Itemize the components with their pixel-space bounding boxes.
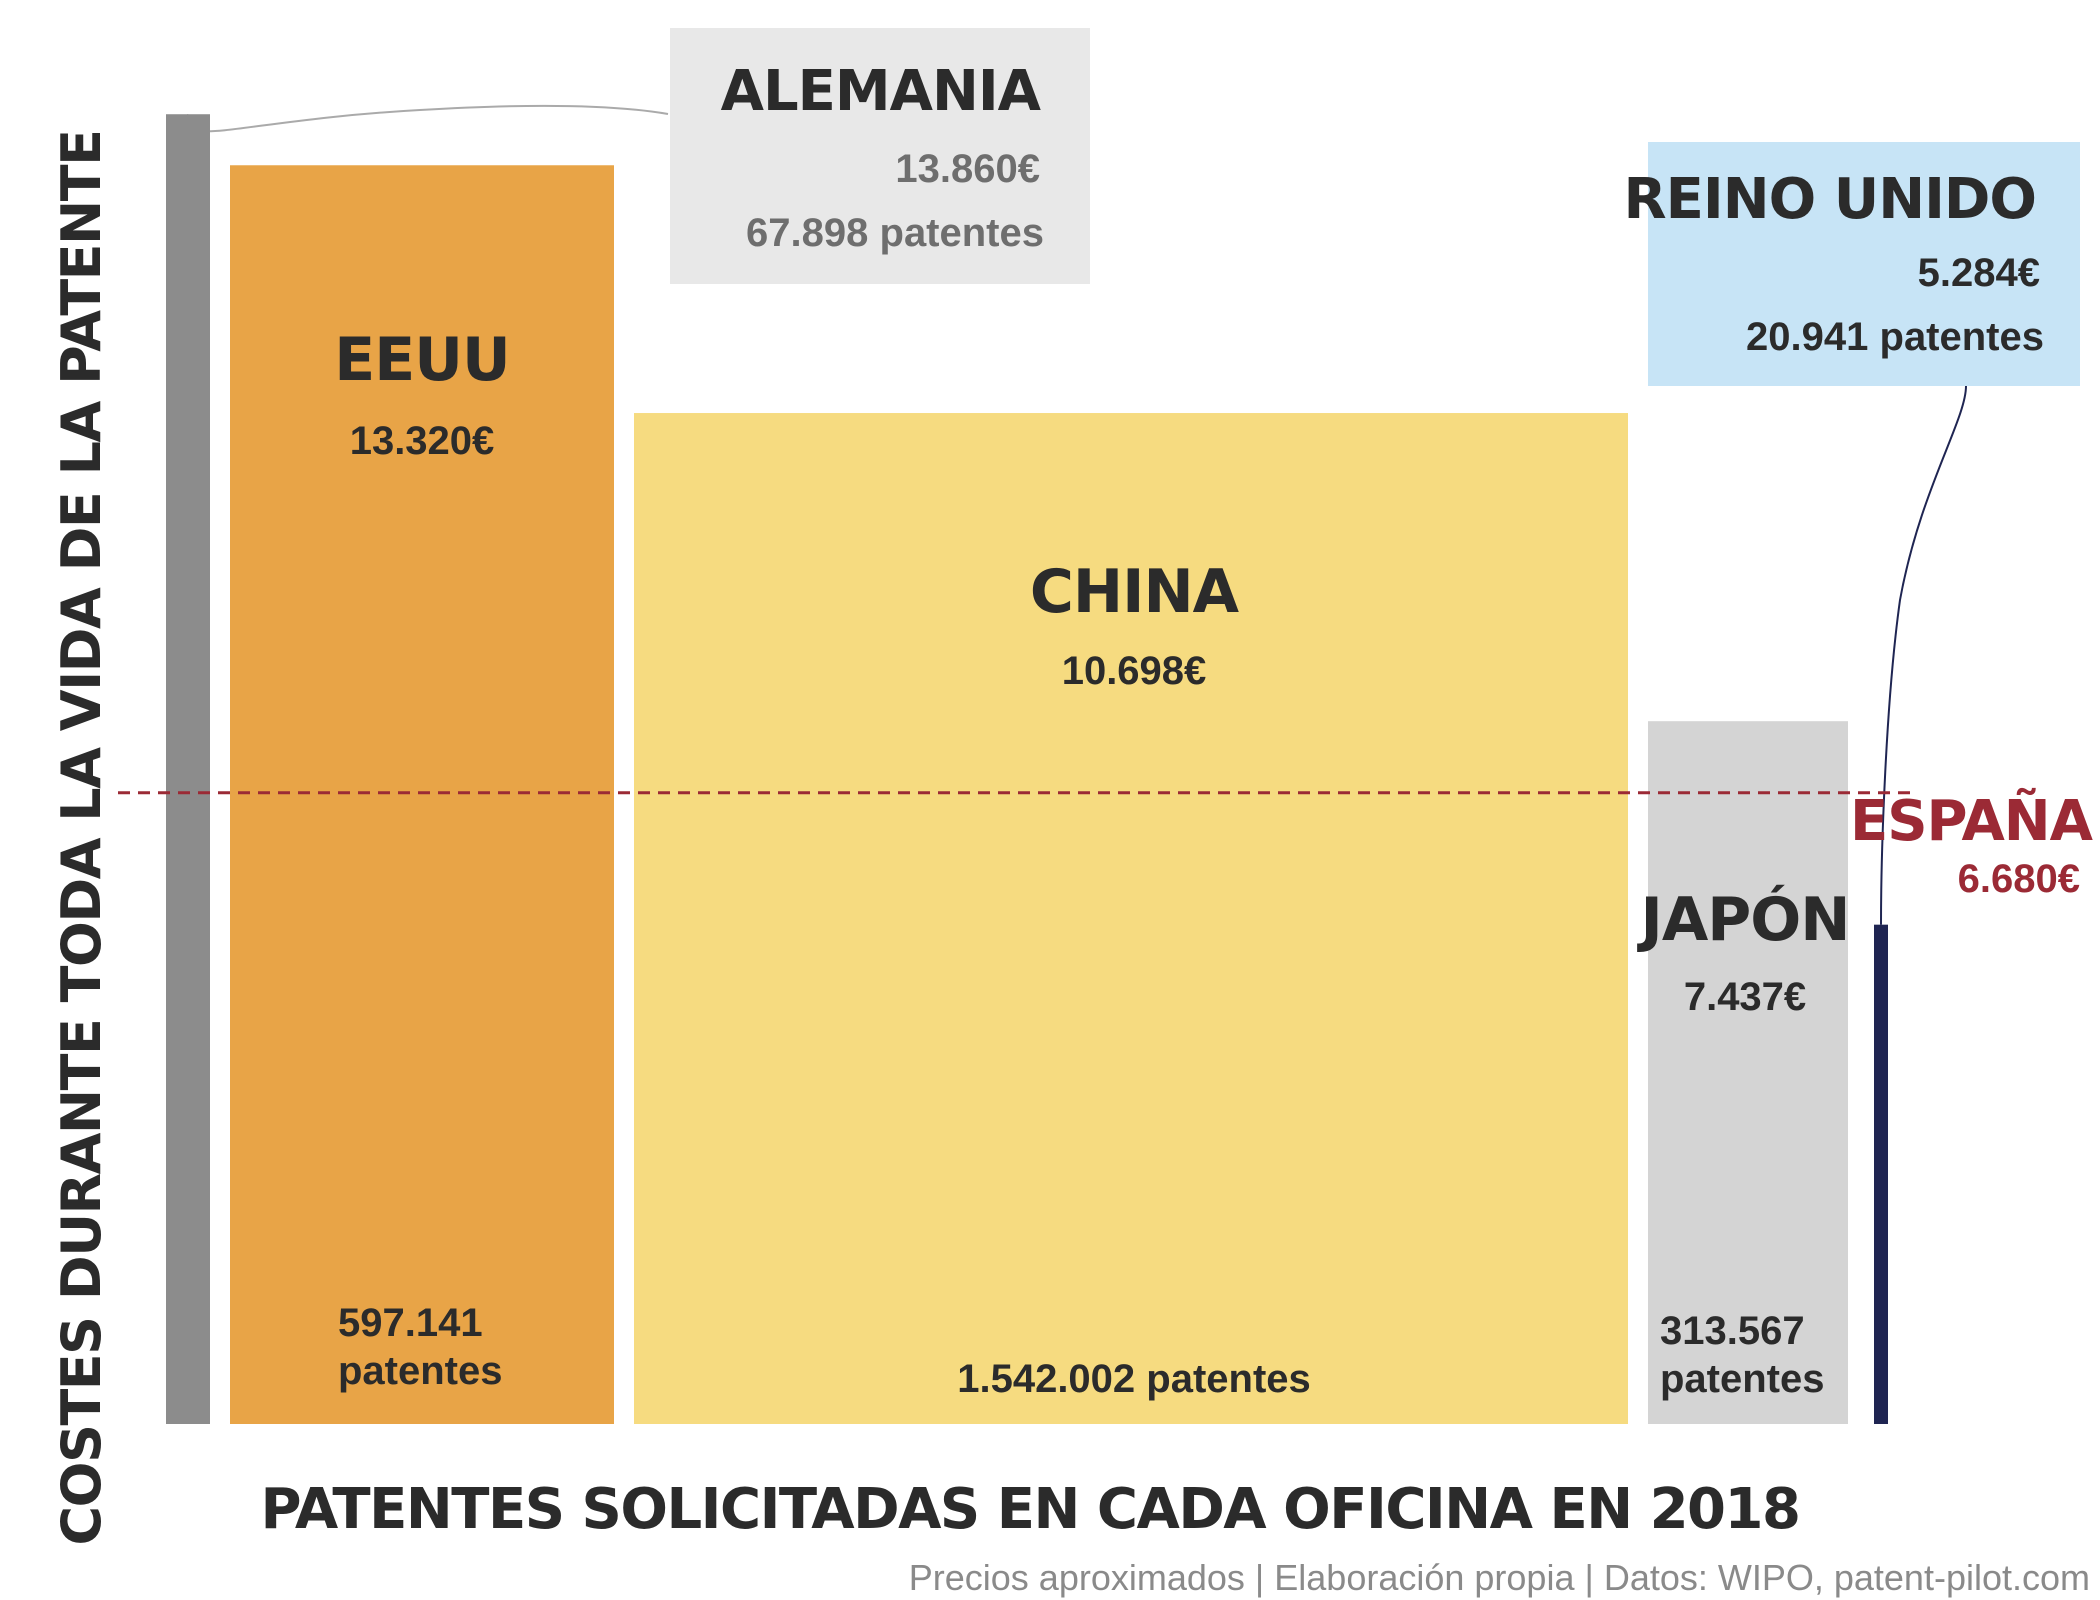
china-name-label: CHINA	[1030, 557, 1240, 627]
alemania-cost-label: 13.860€	[895, 147, 1040, 191]
japon-patents-label-line1: 313.567	[1660, 1309, 1805, 1353]
eeuu-patents-label-line1: 597.141	[338, 1301, 483, 1345]
espana-name-label: ESPAÑA	[1850, 789, 2094, 854]
eeuu-patents-label-line2: patentes	[338, 1349, 503, 1393]
eeuu-cost-label: 13.320€	[350, 419, 495, 463]
x-axis-title: PATENTES SOLICITADAS EN CADA OFICINA EN …	[261, 1477, 1800, 1542]
china-patents-label: 1.542.002 patentes	[957, 1357, 1311, 1401]
y-axis-title: COSTES DURANTE TODA LA VIDA DE LA PATENT…	[50, 131, 113, 1546]
espana-cost-label: 6.680€	[1958, 857, 2080, 901]
reino-unido-cost-label: 5.284€	[1918, 251, 2040, 295]
reino-unido-name-label: REINO UNIDO	[1624, 167, 2036, 232]
alemania-patents-label: 67.898 patentes	[746, 211, 1044, 255]
japon-name-label: JAPÓN	[1637, 884, 1850, 955]
alemania-connector-line	[187, 106, 668, 131]
china-cost-label: 10.698€	[1062, 649, 1207, 693]
reino-unido-patents-label: 20.941 patentes	[1746, 315, 2044, 359]
source-footnote: Precios aproximados | Elaboración propia…	[909, 1557, 2090, 1598]
eeuu-name-label: EEUU	[334, 325, 509, 395]
alemania-name-label: ALEMANIA	[721, 59, 1042, 124]
japon-cost-label: 7.437€	[1684, 975, 1806, 1019]
japon-patents-label-line2: patentes	[1660, 1357, 1825, 1401]
bar-reino-unido	[1874, 925, 1888, 1424]
bar-alemania	[166, 114, 210, 1424]
